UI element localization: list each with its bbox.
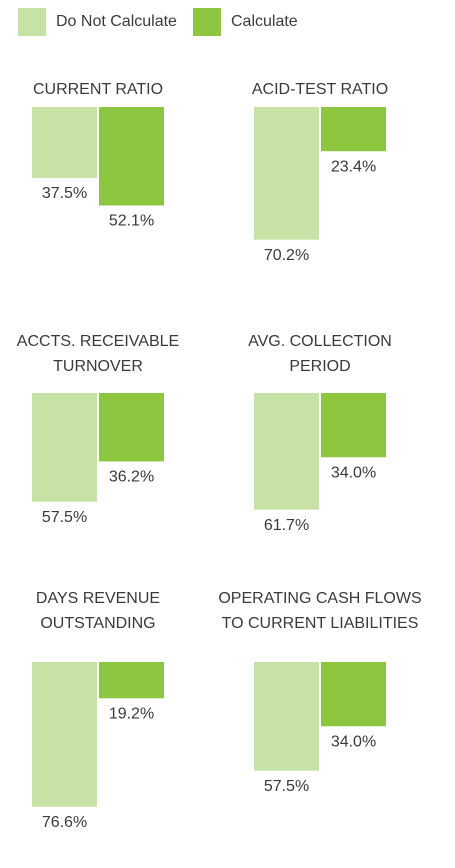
bar xyxy=(321,393,386,458)
chart-title: PERIOD xyxy=(289,358,350,375)
legend-swatch xyxy=(193,8,221,36)
chart-title: TO CURRENT LIABILITIES xyxy=(222,615,419,632)
bar xyxy=(99,107,164,206)
bar xyxy=(321,662,386,727)
chart-title: ACCTS. RECEIVABLE xyxy=(17,333,179,350)
chart-title: CURRENT RATIO xyxy=(33,81,163,98)
legend-swatch xyxy=(18,8,46,36)
chart-title: OPERATING CASH FLOWS xyxy=(218,590,421,607)
value-label: 57.5% xyxy=(42,509,87,526)
chart-title: ACID-TEST RATIO xyxy=(252,81,388,98)
chart-title: OUTSTANDING xyxy=(40,615,155,632)
bar xyxy=(321,107,386,152)
bar xyxy=(254,107,319,240)
value-label: 23.4% xyxy=(331,158,376,175)
chart-title: AVG. COLLECTION xyxy=(248,333,392,350)
value-label: 52.1% xyxy=(109,213,154,230)
value-label: 36.2% xyxy=(109,469,154,486)
bar xyxy=(32,393,97,502)
value-label: 61.7% xyxy=(264,517,309,534)
value-label: 34.0% xyxy=(331,464,376,481)
bar xyxy=(99,393,164,462)
legend-label: Calculate xyxy=(231,13,298,30)
value-label: 76.6% xyxy=(42,814,87,831)
value-label: 57.5% xyxy=(264,778,309,795)
value-label: 37.5% xyxy=(42,185,87,202)
bar xyxy=(32,662,97,807)
bar xyxy=(32,107,97,178)
bar xyxy=(254,393,319,510)
chart-title: DAYS REVENUE xyxy=(36,590,160,607)
bar xyxy=(99,662,164,699)
bar xyxy=(254,662,319,771)
value-label: 19.2% xyxy=(109,706,154,723)
legend-label: Do Not Calculate xyxy=(56,13,177,30)
chart-title: TURNOVER xyxy=(53,358,143,375)
value-label: 34.0% xyxy=(331,733,376,750)
value-label: 70.2% xyxy=(264,247,309,264)
